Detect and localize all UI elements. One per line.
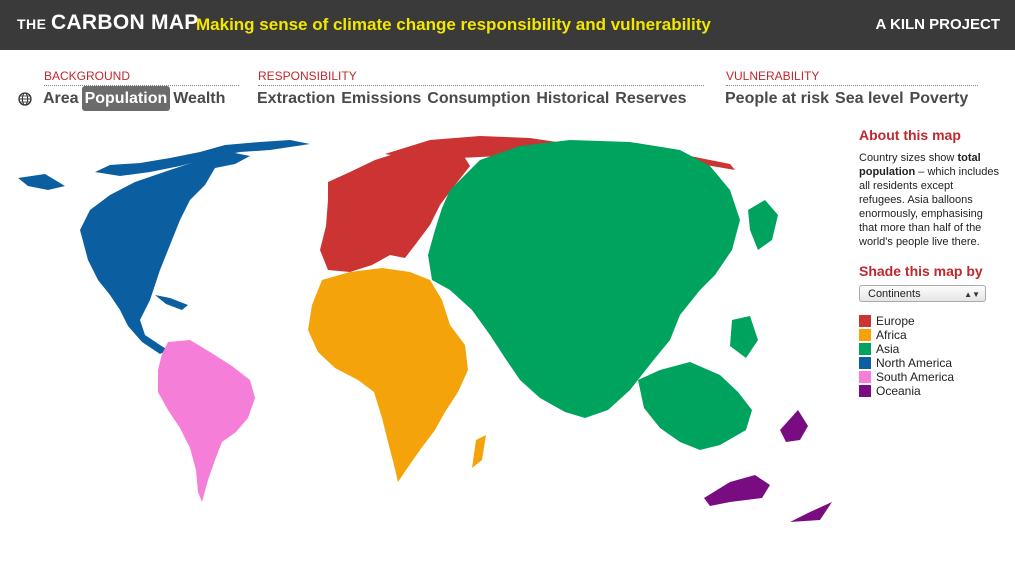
region-south-america[interactable]	[158, 340, 255, 502]
category-background: BACKGROUND	[44, 69, 239, 86]
brand-title: CARBON MAP	[50, 11, 199, 34]
shade-select-value: Continents	[868, 288, 921, 300]
legend-swatch	[859, 371, 871, 383]
legend-label: Europe	[876, 314, 915, 328]
region-caribbean	[155, 295, 188, 310]
nav-background: Area Population Wealth	[18, 86, 228, 111]
nav-emissions[interactable]: Emissions	[341, 90, 422, 107]
shade-title: Shade this map by	[859, 263, 983, 279]
nav-reserves[interactable]: Reserves	[615, 90, 687, 107]
legend-label: North America	[876, 356, 953, 370]
kiln-project-link[interactable]: A KILN PROJECT	[875, 16, 1000, 33]
about-text-emphasis: total population	[859, 152, 981, 178]
region-alaska	[18, 174, 65, 190]
brand-prefix: THE	[17, 16, 47, 32]
nav-population[interactable]: Population	[81, 86, 171, 111]
cartogram-map[interactable]	[10, 130, 840, 540]
region-philippines	[730, 316, 758, 358]
nav-vulnerability: People at risk Sea level Poverty	[722, 86, 971, 111]
site-logo[interactable]: THE CARBON MAP	[17, 11, 199, 35]
nav-historical[interactable]: Historical	[536, 90, 610, 107]
region-japan	[748, 200, 778, 250]
sidebar: About this map Country sizes show total …	[859, 127, 999, 398]
region-north-america[interactable]	[80, 152, 250, 354]
legend-item-asia: Asia	[859, 342, 999, 356]
nav-extraction[interactable]: Extraction	[257, 90, 336, 107]
legend-label: South America	[876, 370, 955, 384]
nav-wealth[interactable]: Wealth	[173, 90, 226, 107]
region-north-america-arctic	[95, 140, 310, 176]
region-new-zealand	[790, 502, 832, 522]
legend-item-africa: Africa	[859, 328, 999, 342]
category-vulnerability: VULNERABILITY	[726, 69, 978, 86]
about-title: About this map	[859, 127, 961, 143]
nav-responsibility: Extraction Emissions Consumption Histori…	[254, 86, 689, 111]
nav-people-at-risk[interactable]: People at risk	[725, 90, 830, 107]
nav-consumption[interactable]: Consumption	[427, 90, 531, 107]
legend-item-north-america: North America	[859, 356, 999, 370]
nav-sea-level[interactable]: Sea level	[835, 90, 904, 107]
legend-swatch	[859, 329, 871, 341]
top-bar: THE CARBON MAP Making sense of climate c…	[0, 0, 1015, 50]
legend-swatch	[859, 315, 871, 327]
legend-swatch	[859, 385, 871, 397]
nav-area[interactable]: Area	[43, 90, 79, 107]
region-oceania[interactable]	[780, 410, 808, 442]
category-responsibility: RESPONSIBILITY	[258, 69, 704, 86]
region-madagascar	[472, 435, 486, 468]
legend-item-oceania: Oceania	[859, 384, 999, 398]
legend-swatch	[859, 357, 871, 369]
legend-item-south-america: South America	[859, 370, 999, 384]
legend-label: Asia	[876, 342, 900, 356]
region-southeast-asia	[638, 362, 752, 450]
about-text-end: – which includes all residents except re…	[859, 166, 999, 248]
globe-icon[interactable]	[18, 91, 32, 106]
tagline: Making sense of climate change responsib…	[196, 15, 711, 34]
about-text: Country sizes show total population – wh…	[859, 151, 999, 249]
legend: Europe Africa Asia North America South A…	[859, 314, 999, 398]
about-text-start: Country sizes show	[859, 152, 958, 164]
legend-label: Oceania	[876, 384, 921, 398]
region-australia	[704, 475, 770, 506]
nav-poverty[interactable]: Poverty	[909, 90, 969, 107]
region-asia[interactable]	[428, 140, 740, 418]
shade-select[interactable]: Continents ▲▼	[859, 285, 986, 302]
legend-swatch	[859, 343, 871, 355]
select-arrows-icon: ▲▼	[964, 290, 980, 299]
legend-label: Africa	[876, 328, 907, 342]
region-africa[interactable]	[308, 268, 468, 482]
region-europe[interactable]	[320, 146, 470, 272]
legend-item-europe: Europe	[859, 314, 999, 328]
